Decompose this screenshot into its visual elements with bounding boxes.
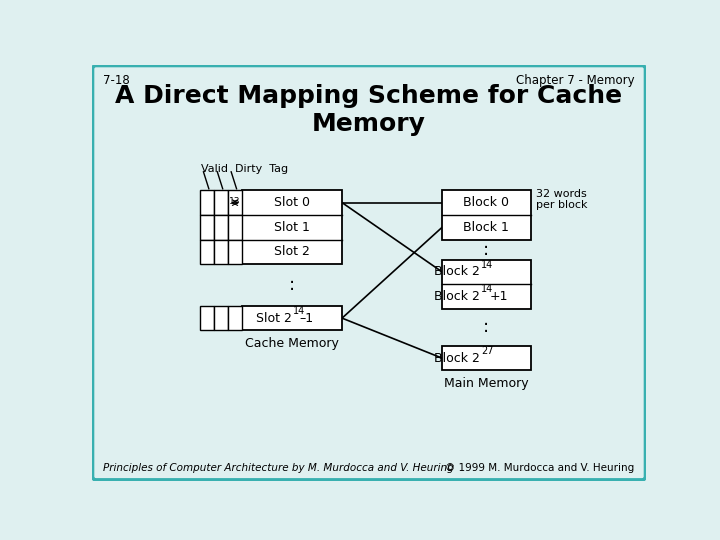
Text: Chapter 7 - Memory: Chapter 7 - Memory [516,74,634,87]
Text: 14: 14 [481,284,493,294]
FancyBboxPatch shape [93,65,645,480]
Bar [200,190,215,215]
Bar [200,215,215,240]
Text: Slot 2: Slot 2 [274,245,310,259]
Text: Main Memory: Main Memory [444,377,528,390]
Text: 14: 14 [293,306,305,316]
Text: –1: –1 [299,312,313,325]
Text: :: : [483,241,490,259]
Text: Slot 0: Slot 0 [274,196,310,209]
Text: :: : [289,276,295,294]
Text: © 1999 M. Murdocca and V. Heuring: © 1999 M. Murdocca and V. Heuring [446,463,634,473]
Bar [442,260,531,309]
Bar [215,240,228,264]
Text: 7-18: 7-18 [104,74,130,87]
Text: 13: 13 [229,197,240,206]
Text: Block 0: Block 0 [464,196,510,209]
Bar [442,190,531,240]
Bar [200,306,215,330]
Bar [215,215,228,240]
Text: Valid  Dirty  Tag: Valid Dirty Tag [201,164,288,174]
Text: A Direct Mapping Scheme for Cache
Memory: A Direct Mapping Scheme for Cache Memory [115,84,623,136]
Bar [228,215,242,240]
Text: Slot 2: Slot 2 [256,312,292,325]
Text: 14: 14 [481,260,493,269]
Bar [442,346,531,370]
Text: Block 2: Block 2 [434,266,480,279]
Bar [215,306,228,330]
Bar [215,190,228,215]
Bar [228,190,242,215]
Text: 32 words
per block: 32 words per block [536,189,588,211]
Text: Block 1: Block 1 [464,221,509,234]
Text: Slot 1: Slot 1 [274,221,310,234]
Bar [228,240,242,264]
Text: Principles of Computer Architecture by M. Murdocca and V. Heuring: Principles of Computer Architecture by M… [104,463,454,473]
Text: +1: +1 [490,290,508,303]
Bar [242,190,342,264]
Text: Cache Memory: Cache Memory [245,336,339,349]
Text: 27: 27 [481,346,493,356]
Text: :: : [483,319,490,336]
Bar [228,306,242,330]
Bar [200,240,215,264]
Text: Block 2: Block 2 [434,352,480,365]
Bar [242,306,342,330]
Text: Block 2: Block 2 [434,290,480,303]
